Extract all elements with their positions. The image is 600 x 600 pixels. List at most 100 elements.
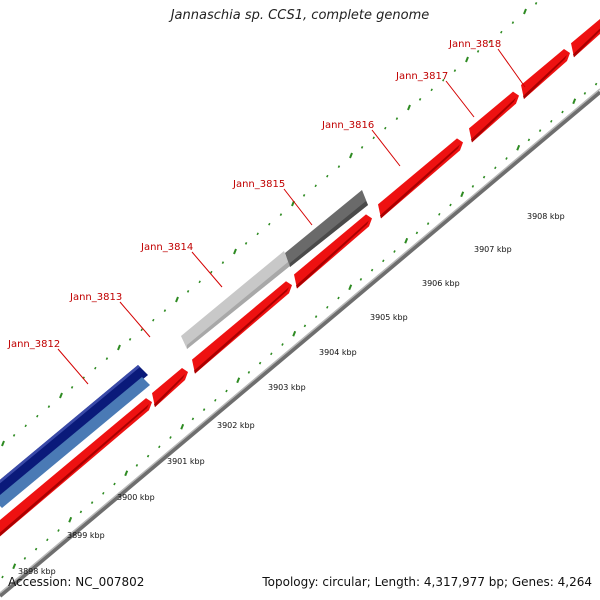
outer-tick bbox=[140, 328, 143, 332]
outer-tick bbox=[47, 405, 51, 408]
outer-tick bbox=[476, 50, 480, 53]
genome-backbone bbox=[0, 87, 600, 598]
outer-tick bbox=[326, 174, 329, 178]
scale-label: 3908 kbp bbox=[527, 212, 565, 221]
scale-labels: 3898 kbp 3899 kbp 3900 kbp 3901 kbp 3902 kbp… bbox=[18, 212, 565, 576]
light-gray-feature-shade bbox=[187, 262, 290, 349]
gene-label[interactable]: Jann_3818 bbox=[448, 39, 501, 50]
outer-tick bbox=[523, 8, 527, 15]
scale-label: 3907 kbp bbox=[474, 245, 512, 254]
scale-label: 3901 kbp bbox=[167, 457, 205, 466]
outer-tick bbox=[24, 424, 27, 428]
forward-gene-arrow-shade bbox=[194, 287, 289, 374]
inner-tick bbox=[538, 129, 542, 132]
forward-gene-track bbox=[0, 14, 600, 537]
outer-tick bbox=[534, 2, 538, 5]
outer-tick bbox=[337, 165, 341, 168]
outer-tick bbox=[360, 146, 364, 149]
inner-tick bbox=[516, 144, 521, 151]
scale-label: 3900 kbp bbox=[117, 493, 155, 502]
inner-tick bbox=[68, 516, 73, 523]
outer-tick bbox=[465, 56, 469, 63]
gene-label[interactable]: Jann_3812 bbox=[7, 339, 60, 350]
forward-gene-arrow-shade bbox=[471, 97, 516, 143]
light-gray-feature[interactable] bbox=[181, 251, 290, 349]
scale-label: 3906 kbp bbox=[422, 279, 460, 288]
inner-tick bbox=[202, 408, 206, 411]
outer-tick bbox=[163, 309, 167, 312]
gene-callout-line bbox=[371, 129, 401, 167]
scale-label: 3902 kbp bbox=[217, 421, 255, 430]
gene-callout-line bbox=[119, 301, 151, 338]
outer-tick bbox=[105, 357, 109, 360]
inner-tick bbox=[393, 250, 396, 253]
inner-tick bbox=[572, 98, 577, 105]
steelblue-feature[interactable] bbox=[0, 377, 150, 508]
inner-tick bbox=[191, 417, 195, 421]
outer-tick bbox=[279, 213, 283, 216]
inner-tick bbox=[281, 343, 284, 346]
dark-gray-feature[interactable] bbox=[285, 190, 368, 267]
scale-label: 3903 kbp bbox=[268, 383, 306, 392]
accession-label: Accession: NC_007802 bbox=[8, 575, 145, 589]
outer-tick bbox=[395, 117, 399, 120]
outer-tick bbox=[268, 222, 271, 226]
outer-tick bbox=[302, 194, 306, 197]
outer-tick bbox=[210, 270, 213, 274]
inner-tick bbox=[124, 470, 129, 477]
inner-tick bbox=[326, 305, 329, 309]
outer-tick bbox=[175, 296, 179, 303]
outer-tick bbox=[1, 440, 5, 447]
outer-tick bbox=[407, 104, 411, 111]
outer-tick bbox=[500, 30, 503, 34]
inner-tick bbox=[348, 284, 353, 291]
forward-gene-arrow[interactable] bbox=[571, 14, 600, 58]
gene-callout-line bbox=[445, 80, 475, 118]
inner-tick bbox=[214, 398, 217, 402]
forward-gene-arrow-shade bbox=[154, 374, 185, 408]
gene-callout-line bbox=[191, 251, 223, 288]
inner-tick bbox=[23, 557, 27, 560]
inner-tick bbox=[236, 377, 241, 384]
inner-tick bbox=[460, 191, 465, 198]
inner-tick bbox=[258, 361, 262, 365]
gene-callout-line bbox=[497, 48, 526, 88]
outer-tick bbox=[314, 184, 317, 188]
forward-gene-arrow-shade bbox=[380, 144, 460, 219]
inner-tick bbox=[527, 138, 531, 142]
outer-tick bbox=[488, 40, 491, 44]
gene-label[interactable]: Jann_3815 bbox=[232, 179, 285, 190]
inner-tick bbox=[180, 423, 185, 430]
inner-tick bbox=[270, 352, 273, 356]
gene-label[interactable]: Jann_3816 bbox=[321, 120, 374, 131]
outer-tick bbox=[12, 434, 16, 437]
inner-tick bbox=[247, 371, 251, 374]
inner-tick bbox=[1, 575, 4, 579]
inner-tick bbox=[146, 454, 150, 458]
outer-tick bbox=[233, 248, 237, 255]
inner-tick bbox=[505, 157, 508, 160]
inner-tick bbox=[382, 259, 385, 263]
gene-label[interactable]: Jann_3817 bbox=[395, 71, 448, 82]
outer-tick bbox=[221, 261, 225, 264]
inner-tick bbox=[583, 92, 587, 95]
inner-tick bbox=[102, 491, 105, 495]
page-title: Jannaschia sp. CCS1, complete genome bbox=[170, 8, 430, 23]
inner-tick bbox=[34, 547, 38, 551]
outer-tick bbox=[511, 21, 515, 24]
outer-tick bbox=[442, 78, 445, 82]
outer-tick bbox=[384, 126, 387, 130]
outer-tick bbox=[256, 232, 259, 236]
inner-tick bbox=[135, 464, 139, 467]
inner-tick bbox=[46, 538, 49, 542]
inner-tick bbox=[594, 82, 598, 86]
outer-tick bbox=[70, 386, 74, 389]
outer-tick-row bbox=[1, 2, 538, 447]
gene-label[interactable]: Jann_3813 bbox=[69, 292, 122, 303]
gene-label[interactable]: Jann_3814 bbox=[140, 242, 193, 253]
inner-tick bbox=[79, 510, 83, 514]
gene-callout-line bbox=[57, 348, 89, 385]
genome-summary-label: Topology: circular; Length: 4,317,977 bp… bbox=[262, 575, 592, 589]
outer-tick bbox=[94, 366, 97, 370]
scale-label: 3905 kbp bbox=[370, 313, 408, 322]
